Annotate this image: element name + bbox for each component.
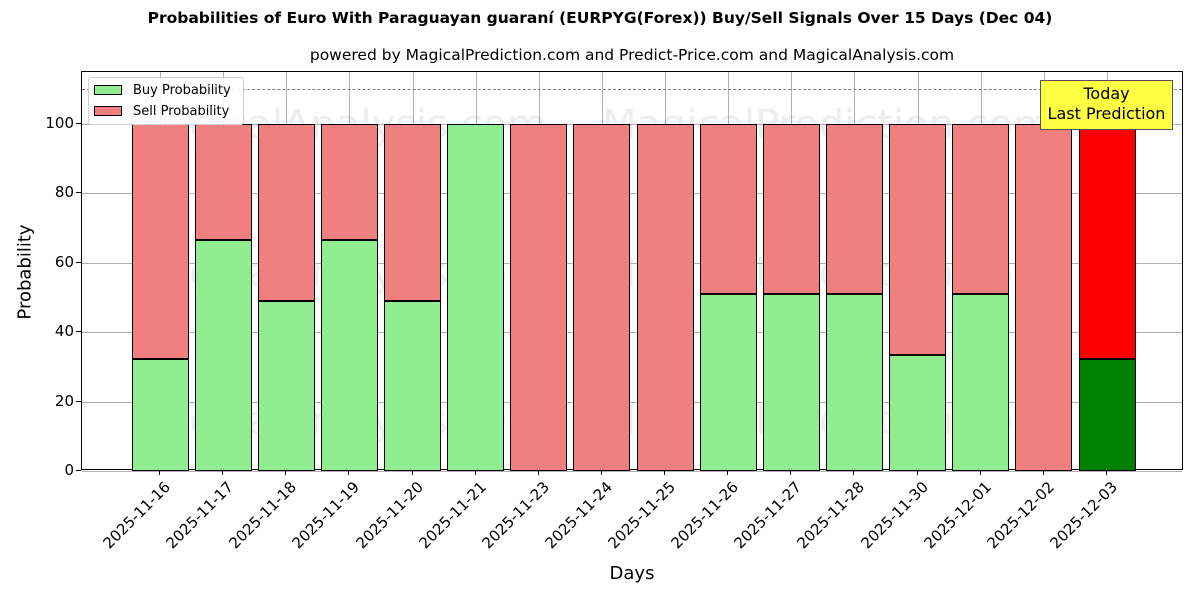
gridline-h [82,401,1182,403]
x-tick-mark [1042,470,1044,475]
annotation-line-2: Last Prediction [1047,104,1166,123]
x-tick-label: 2025-11-16 [99,478,174,553]
x-tick-label: 2025-11-25 [604,478,679,553]
bar-sell [952,124,1010,295]
y-tick-mark [76,192,81,194]
bar-sell [510,124,568,471]
x-tick-mark [790,470,792,475]
bar-buy [952,294,1010,471]
bar-sell [889,124,947,355]
x-tick-mark [285,470,287,475]
gridline-h [82,262,1182,264]
x-axis-label: Days [609,563,655,584]
chart-subtitle: powered by MagicalPrediction.com and Pre… [309,46,955,64]
x-tick-mark [979,470,981,475]
bar-buy [131,358,189,471]
buy-swatch-icon [94,85,122,95]
y-tick-mark [76,261,81,263]
x-tick-mark [853,470,855,475]
bar-buy [257,300,315,471]
x-tick-label: 2025-11-18 [225,478,301,553]
gridline-h [82,124,1182,126]
x-tick-mark [1106,470,1107,475]
bar-buy [825,294,883,471]
y-axis-label: Probability [14,224,36,320]
bar-sell [573,124,631,471]
x-tick-label: 2025-12-03 [1046,478,1121,553]
legend-item-sell: Sell Probability [94,103,229,119]
bar-buy [889,354,947,471]
bar-buy [320,240,378,471]
bar-sell [699,124,757,295]
y-tick-mark [76,400,81,402]
x-tick-label: 2025-12-01 [920,478,995,553]
x-tick-mark [916,470,918,475]
gridline-h [82,471,1182,472]
sell-swatch-icon [94,106,122,116]
bar-sell [257,124,315,301]
x-tick-mark [664,470,666,475]
y-tick-mark [76,331,81,333]
y-tick-mark [76,470,81,471]
bar-buy [1078,358,1136,471]
gridline-h [82,193,1182,195]
legend: Buy Probability Sell Probability [88,77,244,125]
x-tick-label: 2025-11-26 [667,478,743,553]
plot-area: MagicalAnalysis.comMagicalPrediction.com… [81,71,1183,472]
x-tick-label: 2025-11-28 [793,478,869,553]
y-tick-label: 20 [54,391,74,410]
y-tick-label: 80 [54,183,74,202]
bar-sell [384,124,442,301]
today-annotation: Today Last Prediction [1040,80,1173,130]
x-tick-label: 2025-12-02 [983,478,1058,553]
legend-label-sell: Sell Probability [133,103,230,119]
bar-buy [447,124,505,471]
bar-buy [194,240,252,471]
bar-buy [699,294,757,471]
x-tick-label: 2025-11-23 [478,478,553,553]
bar-sell [131,124,189,359]
x-tick-mark [600,470,602,475]
x-tick-label: 2025-11-21 [415,478,490,553]
bar-sell [825,124,883,295]
x-tick-mark [474,470,476,475]
bar-sell [320,124,378,241]
x-tick-mark [222,470,224,475]
x-tick-label: 2025-11-24 [541,478,616,553]
y-tick-mark [76,123,81,125]
chart-title: Probabilities of Euro With Paraguayan gu… [147,9,1053,27]
bar-sell [1015,124,1073,471]
x-tick-label: 2025-11-20 [352,478,427,553]
x-tick-mark [348,470,350,475]
reference-line [82,89,1182,91]
x-tick-mark [411,470,413,475]
y-tick-label: 100 [45,114,74,133]
x-tick-label: 2025-11-19 [288,478,364,553]
y-tick-label: 60 [54,252,74,271]
legend-label-buy: Buy Probability [133,82,231,98]
bar-sell [762,124,820,295]
legend-item-buy: Buy Probability [94,82,231,98]
bar-buy [384,300,442,471]
x-tick-mark [537,470,539,475]
y-tick-label: 0 [64,461,74,479]
x-tick-mark [159,470,160,475]
annotation-line-1: Today [1083,84,1130,103]
x-tick-label: 2025-11-17 [162,478,238,553]
bar-sell [1078,124,1136,359]
x-tick-mark [727,470,729,475]
x-tick-label: 2025-11-27 [730,478,806,553]
x-tick-label: 2025-11-30 [857,478,932,553]
bar-sell [194,124,252,241]
bar-buy [762,294,820,471]
y-tick-label: 40 [54,322,74,341]
bar-sell [636,124,694,471]
gridline-h [82,332,1182,334]
